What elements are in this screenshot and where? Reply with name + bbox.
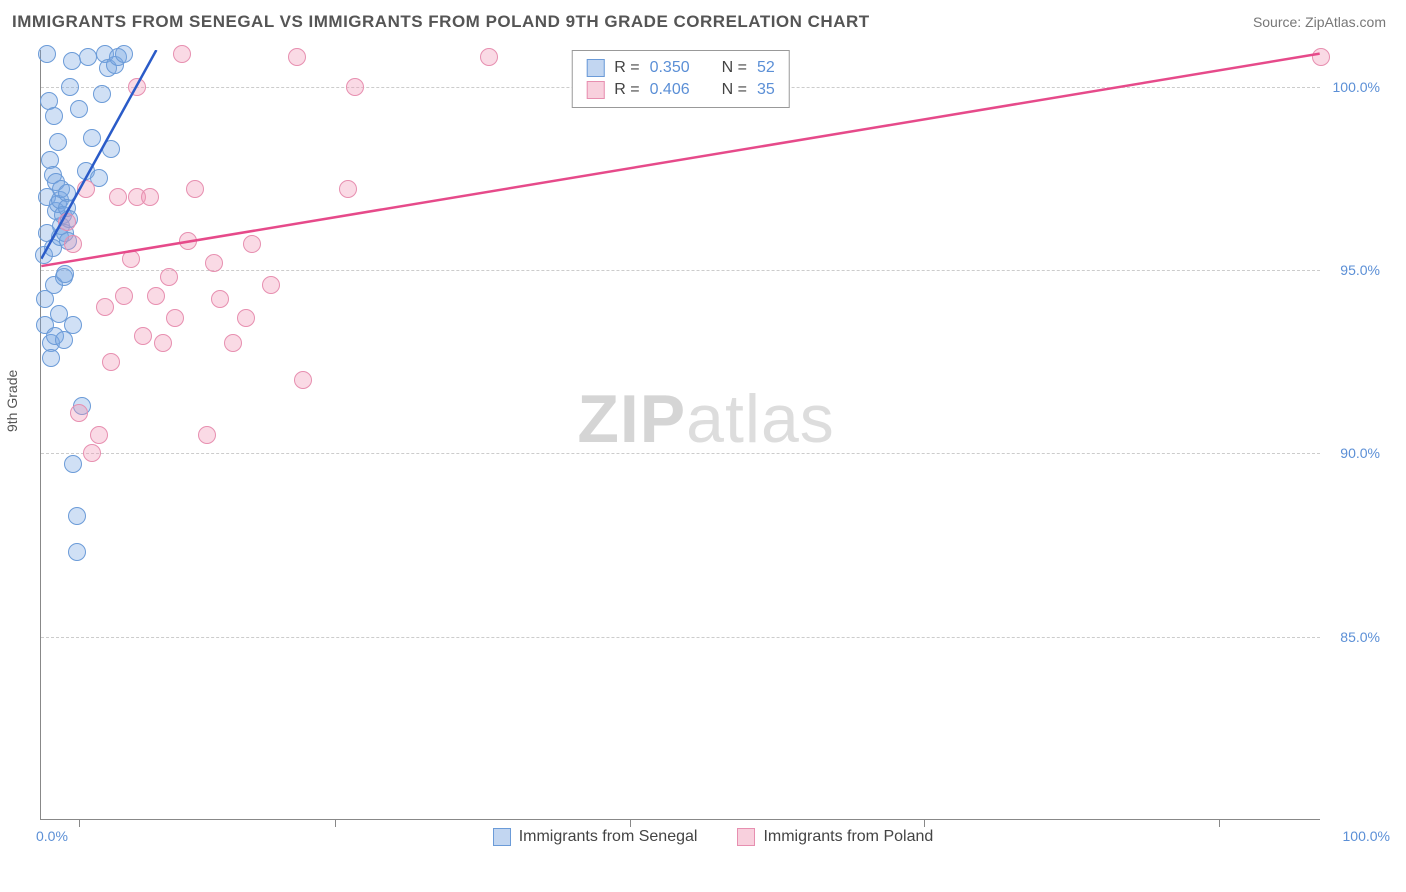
scatter-point (160, 268, 178, 286)
legend-r-value: 0.350 (650, 59, 690, 77)
correlation-legend-box: R = 0.350 N = 52 R = 0.406 N = 35 (571, 50, 790, 108)
scatter-point (262, 276, 280, 294)
scatter-point (288, 48, 306, 66)
grid-line (41, 453, 1320, 454)
scatter-point (115, 287, 133, 305)
scatter-point (68, 507, 86, 525)
legend-n-label: N = (722, 59, 747, 77)
plot-area: ZIPatlas R =0.350N =52R =0.406N =35 85.0… (40, 50, 1320, 820)
scatter-point (56, 265, 74, 283)
scatter-point (205, 254, 223, 272)
watermark-bold: ZIP (577, 381, 686, 457)
scatter-point (147, 287, 165, 305)
scatter-point (70, 404, 88, 422)
y-tick-label: 90.0% (1325, 445, 1380, 461)
grid-line (41, 637, 1320, 638)
legend-r-label: R = (614, 59, 639, 77)
x-label-min: 0.0% (36, 828, 68, 844)
scatter-point (339, 180, 357, 198)
scatter-point (49, 133, 67, 151)
x-tick (924, 819, 925, 827)
y-tick-label: 95.0% (1325, 262, 1380, 278)
x-tick (1219, 819, 1220, 827)
y-tick-label: 100.0% (1325, 79, 1380, 95)
y-tick-label: 85.0% (1325, 629, 1380, 645)
scatter-point (64, 455, 82, 473)
scatter-point (68, 543, 86, 561)
scatter-point (64, 316, 82, 334)
scatter-point (63, 52, 81, 70)
scatter-point (109, 188, 127, 206)
scatter-point (166, 309, 184, 327)
y-axis-title: 9th Grade (4, 370, 20, 432)
legend-n-value: 52 (757, 59, 775, 77)
watermark: ZIPatlas (577, 380, 834, 458)
scatter-point (1312, 48, 1330, 66)
series-legend-label: Immigrants from Poland (763, 828, 933, 846)
scatter-point (224, 334, 242, 352)
watermark-light: atlas (686, 381, 835, 457)
legend-swatch (493, 828, 511, 846)
scatter-point (90, 426, 108, 444)
x-tick (79, 819, 80, 827)
scatter-point (38, 45, 56, 63)
scatter-point (179, 232, 197, 250)
scatter-point (102, 353, 120, 371)
x-tick (335, 819, 336, 827)
x-tick (630, 819, 631, 827)
scatter-point (294, 371, 312, 389)
scatter-point (83, 129, 101, 147)
scatter-point (154, 334, 172, 352)
legend-row: R = 0.350 N = 52 (586, 57, 775, 79)
series-legend-item: Immigrants from Senegal (493, 828, 698, 846)
scatter-point (480, 48, 498, 66)
legend-swatch (737, 828, 755, 846)
scatter-point (83, 444, 101, 462)
chart-container: 9th Grade ZIPatlas R =0.350N =52R =0.406… (40, 50, 1386, 858)
scatter-point (237, 309, 255, 327)
legend-r-value: 0.406 (650, 81, 690, 99)
scatter-point (243, 235, 261, 253)
chart-title: IMMIGRANTS FROM SENEGAL VS IMMIGRANTS FR… (12, 12, 870, 32)
scatter-point (96, 298, 114, 316)
scatter-point (61, 78, 79, 96)
scatter-point (346, 78, 364, 96)
x-label-max: 100.0% (1343, 828, 1390, 844)
chart-header: IMMIGRANTS FROM SENEGAL VS IMMIGRANTS FR… (0, 0, 1406, 40)
grid-line (41, 270, 1320, 271)
scatter-point (102, 140, 120, 158)
series-legend-label: Immigrants from Senegal (519, 828, 698, 846)
scatter-point (115, 45, 133, 63)
legend-swatch (586, 59, 604, 77)
legend-n-value: 35 (757, 81, 775, 99)
legend-swatch (586, 81, 604, 99)
series-legend-item: Immigrants from Poland (737, 828, 933, 846)
scatter-point (134, 327, 152, 345)
series-legend: Immigrants from Senegal Immigrants from P… (40, 828, 1386, 846)
scatter-point (58, 213, 76, 231)
scatter-point (122, 250, 140, 268)
x-axis-labels: 0.0% 100.0% Immigrants from SenegalImmig… (40, 828, 1386, 858)
scatter-point (128, 78, 146, 96)
scatter-point (77, 180, 95, 198)
scatter-point (141, 188, 159, 206)
legend-r-label: R = (614, 81, 639, 99)
scatter-point (42, 349, 60, 367)
scatter-point (186, 180, 204, 198)
trend-lines (41, 50, 1320, 819)
scatter-point (70, 100, 88, 118)
legend-n-label: N = (722, 81, 747, 99)
legend-row: R = 0.406 N = 35 (586, 79, 775, 101)
scatter-point (45, 107, 63, 125)
scatter-point (198, 426, 216, 444)
scatter-point (173, 45, 191, 63)
scatter-point (64, 235, 82, 253)
scatter-point (93, 85, 111, 103)
chart-source: Source: ZipAtlas.com (1253, 14, 1386, 30)
scatter-point (211, 290, 229, 308)
scatter-point (79, 48, 97, 66)
